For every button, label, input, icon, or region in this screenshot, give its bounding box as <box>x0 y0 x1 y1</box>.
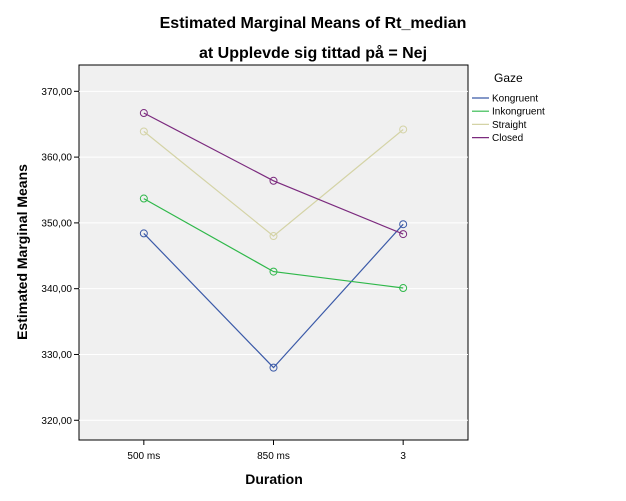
data-point-inkongruent <box>399 284 408 293</box>
series-layer <box>139 109 408 372</box>
data-point-kongruent <box>269 363 278 372</box>
data-point-closed <box>269 176 278 185</box>
legend-label-closed: Closed <box>492 133 523 144</box>
legend-label-straight: Straight <box>492 120 527 131</box>
data-point-closed <box>139 109 148 118</box>
data-point-kongruent <box>399 220 408 229</box>
data-point-closed <box>399 230 408 239</box>
legend: Gaze Kongruent Inkongruent Straight Closed <box>472 71 545 144</box>
legend-title: Gaze <box>494 71 523 85</box>
y-tick-label: 370,00 <box>41 87 72 98</box>
x-axis-title: Duration <box>245 471 303 487</box>
y-tick-label: 340,00 <box>41 284 72 295</box>
y-tick-label: 360,00 <box>41 153 72 164</box>
legend-label-inkongruent: Inkongruent <box>492 107 545 118</box>
y-tick-label: 320,00 <box>41 416 72 427</box>
data-point-straight <box>269 232 278 241</box>
chart-title: Estimated Marginal Means of Rt_median <box>160 15 467 32</box>
series-line-straight <box>143 129 404 237</box>
x-tick-label: 500 ms <box>127 451 160 462</box>
gridlines <box>79 90 468 421</box>
legend-label-kongruent: Kongruent <box>492 94 538 105</box>
plot-area <box>78 64 469 441</box>
y-tick-label: 330,00 <box>41 350 72 361</box>
series-line-inkongruent <box>143 198 404 289</box>
data-point-straight <box>399 125 408 134</box>
data-point-inkongruent <box>139 194 148 203</box>
chart-subtitle: at Upplevde sig tittad på = Nej <box>199 44 427 62</box>
x-tick-label: 850 ms <box>257 451 290 462</box>
data-point-straight <box>139 127 148 136</box>
data-point-inkongruent <box>269 267 278 276</box>
data-point-kongruent <box>139 229 148 238</box>
axes: 320,00 330,00 340,00 350,00 360,00 370,00 500 … <box>41 87 406 462</box>
x-tick-label: 3 <box>400 451 406 462</box>
y-tick-label: 350,00 <box>41 218 72 229</box>
series-line-closed <box>143 112 404 235</box>
y-axis-title: Estimated Marginal Means <box>14 164 30 340</box>
series-line-kongruent <box>143 223 404 369</box>
